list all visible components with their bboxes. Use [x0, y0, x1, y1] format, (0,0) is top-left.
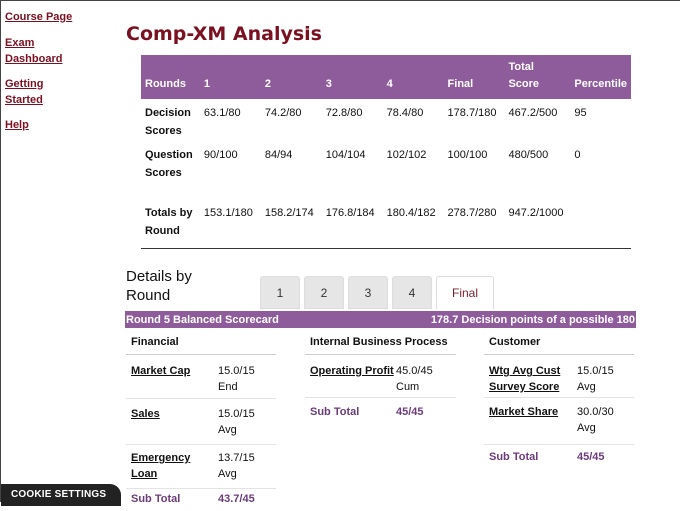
summary-table: Rounds 1 2 3 4 Final Total Score Percent… — [141, 55, 631, 249]
metric-value: 30.0/30 Avg — [577, 406, 614, 434]
header-total-score: Total Score — [504, 55, 571, 99]
metric-market-share[interactable]: Market Share — [489, 406, 559, 418]
customer-column: Customer Wtg Avg Cust Survey Score 15.0/… — [484, 335, 634, 469]
table-cell: 78.4/80 — [386, 107, 424, 119]
header-percentile: Percentile — [570, 55, 631, 99]
customer-heading: Customer — [484, 335, 634, 355]
subtotal-value: 45/45 — [577, 451, 605, 463]
list-item: Market Share 30.0/30 Avg — [484, 398, 634, 445]
scorecard-title: Round 5 Balanced Scorecard — [126, 313, 279, 326]
sidebar-nav: Course Page Exam Dashboard Getting Start… — [5, 9, 115, 142]
table-cell: 176.8/184 — [325, 207, 375, 219]
table-cell: 102/102 — [386, 149, 427, 161]
row-label: Decision Scores — [145, 107, 191, 137]
table-cell: 278.7/280 — [447, 207, 497, 219]
metric-value: 45.0/45 Cum — [396, 365, 433, 393]
subtotal-value: 43.7/45 — [218, 493, 255, 505]
list-item: Sub Total 43.7/45 — [126, 489, 276, 511]
subtotal-label: Sub Total — [310, 406, 360, 418]
table-row: Question Scores 90/100 84/94 104/104 102… — [141, 141, 631, 199]
table-cell: 95 — [574, 107, 587, 119]
list-item: Market Cap 15.0/15 End — [126, 355, 276, 399]
table-cell — [570, 199, 631, 249]
round-tabs: 1 2 3 4 Final — [260, 276, 498, 309]
table-cell: 100/100 — [447, 149, 488, 161]
tab-final[interactable]: Final — [436, 276, 494, 309]
table-cell: 480/500 — [508, 149, 549, 161]
subtotal-value: 45/45 — [396, 406, 424, 418]
table-cell: 104/104 — [325, 149, 366, 161]
table-row: Decision Scores 63.1/80 74.2/80 72.8/80 … — [141, 99, 631, 141]
header-round-4: 4 — [382, 55, 444, 99]
table-cell: 0 — [574, 149, 581, 161]
table-cell: 947.2/1000 — [508, 207, 564, 219]
header-round-3: 3 — [321, 55, 383, 99]
metric-sales[interactable]: Sales — [131, 408, 160, 420]
summary-header-row: Rounds 1 2 3 4 Final Total Score Percent… — [141, 55, 631, 99]
row-label: Question Scores — [145, 149, 193, 179]
list-item: Wtg Avg Cust Survey Score 15.0/15 Avg — [484, 355, 634, 398]
table-cell: 158.2/174 — [264, 207, 314, 219]
table-cell: 180.4/182 — [386, 207, 436, 219]
metric-value: 13.7/15 Avg — [218, 452, 255, 480]
page-title: Comp-XM Analysis — [126, 23, 322, 45]
table-cell: 153.1/180 — [203, 207, 253, 219]
header-round-1: 1 — [199, 55, 261, 99]
tab-round-2[interactable]: 2 — [304, 276, 344, 309]
scorecard-summary: 178.7 Decision points of a possible 180 — [430, 313, 635, 326]
sidebar-link-help[interactable]: Help — [5, 119, 29, 131]
metric-operating-profit[interactable]: Operating Profit — [310, 365, 394, 377]
cookie-settings-button[interactable]: COOKIE SETTINGS — [1, 484, 121, 506]
tab-round-1[interactable]: 1 — [260, 276, 300, 309]
metric-value: 15.0/15 End — [218, 365, 255, 393]
header-round-2: 2 — [260, 55, 322, 99]
table-cell: 74.2/80 — [264, 107, 302, 119]
metric-value: 15.0/15 Avg — [577, 365, 614, 393]
scorecard-header-bar: Round 5 Balanced Scorecard 178.7 Decisio… — [125, 311, 636, 328]
tab-round-3[interactable]: 3 — [348, 276, 388, 309]
table-cell: 178.7/180 — [447, 107, 497, 119]
table-row: Totals by Round 153.1/180 158.2/174 176.… — [141, 199, 631, 249]
financial-column: Financial Market Cap 15.0/15 End Sales 15… — [126, 335, 276, 511]
metric-emergency-loan[interactable]: Emergency Loan — [131, 452, 191, 480]
header-rounds: Rounds — [141, 55, 200, 99]
list-item: Operating Profit 45.0/45 Cum — [305, 355, 456, 398]
metric-value: 15.0/15 Avg — [218, 408, 255, 436]
table-cell: 90/100 — [203, 149, 238, 161]
metric-market-cap[interactable]: Market Cap — [131, 365, 191, 377]
subtotal-label: Sub Total — [489, 451, 539, 463]
table-cell: 63.1/80 — [203, 107, 241, 119]
list-item: Sub Total 45/45 — [484, 445, 634, 469]
metric-wtg-avg-cust-survey-score[interactable]: Wtg Avg Cust Survey Score — [489, 365, 561, 393]
header-final: Final — [443, 55, 505, 99]
list-item: Sub Total 45/45 — [305, 398, 456, 422]
details-title: Details by Round — [126, 268, 192, 304]
tab-round-4[interactable]: 4 — [392, 276, 432, 309]
financial-heading: Financial — [126, 335, 276, 355]
subtotal-label: Sub Total — [131, 493, 181, 505]
row-label: Totals by Round — [145, 207, 193, 237]
summary-divider — [141, 248, 631, 249]
table-cell: 72.8/80 — [325, 107, 363, 119]
table-cell: 84/94 — [264, 149, 293, 161]
table-cell: 467.2/500 — [508, 107, 558, 119]
internal-process-column: Internal Business Process Operating Prof… — [305, 335, 456, 422]
sidebar-link-course-page[interactable]: Course Page — [5, 11, 73, 23]
list-item: Emergency Loan 13.7/15 Avg — [126, 445, 276, 489]
list-item: Sales 15.0/15 Avg — [126, 399, 276, 445]
sidebar-link-getting-started[interactable]: Getting Started — [5, 78, 44, 106]
sidebar-link-exam-dashboard[interactable]: Exam Dashboard — [5, 37, 63, 65]
internal-process-heading: Internal Business Process — [305, 335, 456, 355]
